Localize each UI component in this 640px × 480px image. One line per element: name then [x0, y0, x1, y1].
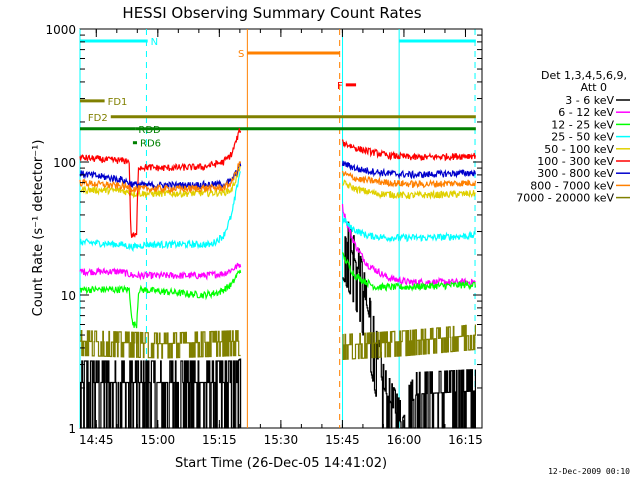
series-50-100-kev-line-1 [342, 179, 476, 200]
series-300-800-kev-line-1 [341, 160, 476, 180]
legend-label-4: 50 - 100 keV [544, 143, 614, 156]
series-7000-20000-kev-line-0 [80, 330, 241, 359]
flag-label-n: N [151, 37, 158, 48]
x-tick-label-1: 15:00 [141, 433, 176, 447]
flag-label-s: S [238, 49, 244, 60]
series-7000-20000-kev-line-1 [342, 324, 476, 360]
x-tick-label-2: 15:15 [202, 433, 237, 447]
legend-label-1: 6 - 12 keV [558, 106, 614, 119]
legend-label-3: 25 - 50 keV [551, 131, 614, 144]
series-3-6-kev-line-1 [342, 221, 476, 429]
flag-label-fd2: FD2 [88, 113, 108, 124]
flag-label-fd1: FD1 [108, 97, 128, 108]
legend-label-8: 7000 - 20000 keV [516, 192, 614, 205]
series-100-300-kev-line-1 [341, 139, 476, 162]
legend-label-2: 12 - 25 keV [551, 118, 614, 131]
series-25-50-kev-line-0 [79, 171, 242, 253]
series-12-25-kev-line-1 [342, 252, 476, 292]
legend-label-5: 100 - 300 keV [537, 155, 614, 168]
y-tick-label-0: 1 [68, 422, 76, 436]
series-3-6-kev-line-0 [80, 358, 242, 429]
flag-label-rd6: RD6 [140, 139, 161, 150]
series-12-25-kev-line-0 [79, 269, 242, 329]
legend-header-detectors: Det 1,3,4,5,6,9, [541, 69, 627, 82]
y-tick-label-3: 1000 [45, 23, 76, 37]
y-axis-label: Count Rate (s⁻¹ detector⁻¹) [31, 140, 46, 317]
chart-title: HESSI Observing Summary Count Rates [122, 4, 421, 22]
legend-label-0: 3 - 6 keV [565, 94, 614, 107]
flag-label-rdd: RDD [138, 125, 161, 136]
x-tick-label-0: 14:45 [79, 433, 114, 447]
series-25-50-kev-line-1 [341, 216, 476, 243]
legend-label-7: 800 - 7000 keV [530, 179, 614, 192]
series-800-7000-kev-line-1 [341, 170, 476, 189]
x-tick-label-5: 16:00 [387, 433, 422, 447]
flag-label-f: F [337, 81, 343, 92]
series-800-7000-kev-line-0 [79, 161, 242, 194]
x-tick-label-6: 16:15 [448, 433, 483, 447]
series-50-100-kev-line-0 [79, 164, 242, 199]
generation-timestamp: 12-Dec-2009 00:10 [548, 467, 630, 476]
legend-header-attenuator: Att 0 [581, 81, 607, 94]
series-6-12-kev-line-0 [79, 262, 242, 281]
series-100-300-kev-line-0 [79, 128, 242, 238]
y-tick-label-2: 100 [53, 156, 76, 170]
y-tick-label-1: 10 [61, 289, 76, 303]
x-tick-label-4: 15:45 [325, 433, 360, 447]
legend-label-6: 300 - 800 keV [537, 167, 614, 180]
x-tick-label-3: 15:30 [264, 433, 299, 447]
series-300-800-kev-line-0 [79, 161, 242, 190]
x-axis-label: Start Time (26-Dec-05 14:41:02) [175, 456, 387, 471]
